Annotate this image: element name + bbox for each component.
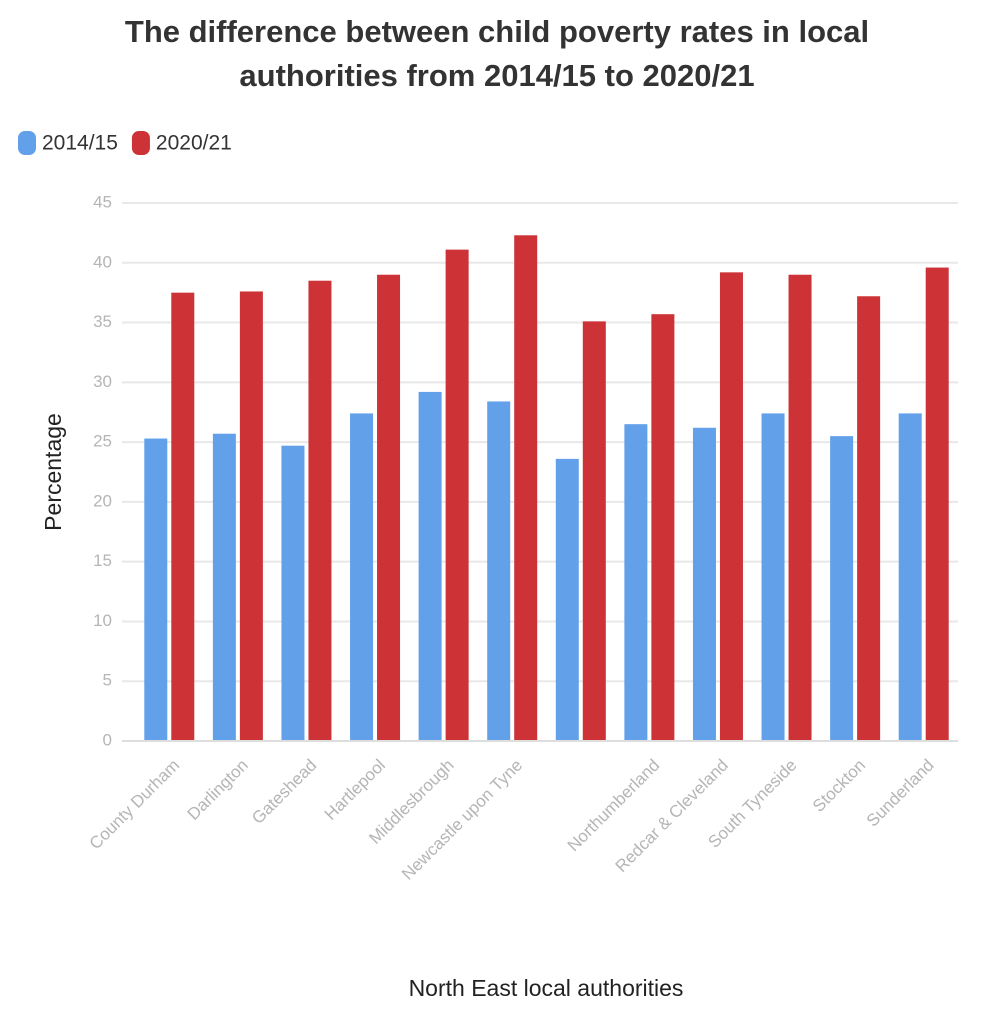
y-axis-title: Percentage (40, 413, 66, 531)
bar (514, 235, 538, 741)
legend-label: 2014/15 (42, 132, 118, 155)
bar (239, 291, 263, 741)
y-tick-label: 25 (93, 432, 112, 451)
bar (692, 427, 716, 741)
bar (144, 438, 168, 741)
y-tick-label: 0 (103, 730, 112, 749)
bar (898, 413, 922, 741)
y-tick-label: 5 (103, 671, 112, 690)
x-tick-label: Newcastle upon Tyne (398, 756, 526, 884)
y-tick-label: 35 (93, 312, 112, 331)
y-tick-label: 10 (93, 611, 112, 630)
x-tick-label: Stockton (809, 756, 869, 816)
bar (212, 433, 236, 741)
bar (171, 292, 195, 741)
bar (761, 413, 785, 741)
bar (719, 272, 743, 741)
legend-label: 2020/21 (156, 132, 232, 155)
legend-swatch (131, 131, 150, 155)
bar (445, 249, 469, 742)
chart-title: The difference between child poverty rat… (125, 14, 869, 49)
bar (308, 280, 332, 741)
x-tick-label: Darlington (184, 756, 252, 824)
bar (925, 267, 949, 741)
x-tick-label: Gateshead (248, 756, 320, 828)
y-tick-label: 40 (93, 252, 112, 271)
y-tick-label: 30 (93, 372, 112, 391)
bar (281, 445, 305, 741)
bar (487, 401, 511, 741)
bar (555, 458, 579, 741)
bar (830, 436, 854, 741)
bar (857, 296, 881, 741)
y-tick-label: 20 (93, 491, 112, 510)
bar (624, 424, 648, 741)
bar (651, 314, 675, 741)
x-tick-label: County Durham (86, 756, 184, 854)
bar (377, 274, 401, 741)
x-axis-title: North East local authorities (409, 975, 684, 1001)
bar (418, 391, 442, 741)
bar (350, 413, 374, 741)
x-tick-label: Hartlepool (321, 756, 389, 824)
bar (788, 274, 812, 741)
y-tick-label: 15 (93, 551, 112, 570)
y-tick-label: 45 (93, 192, 112, 211)
x-tick-label: Sunderland (863, 756, 938, 831)
legend-swatch (18, 131, 36, 155)
x-tick-label: Redcar & Cleveland (612, 756, 732, 876)
chart-title: authorities from 2014/15 to 2020/21 (239, 58, 754, 93)
bar (582, 321, 606, 741)
